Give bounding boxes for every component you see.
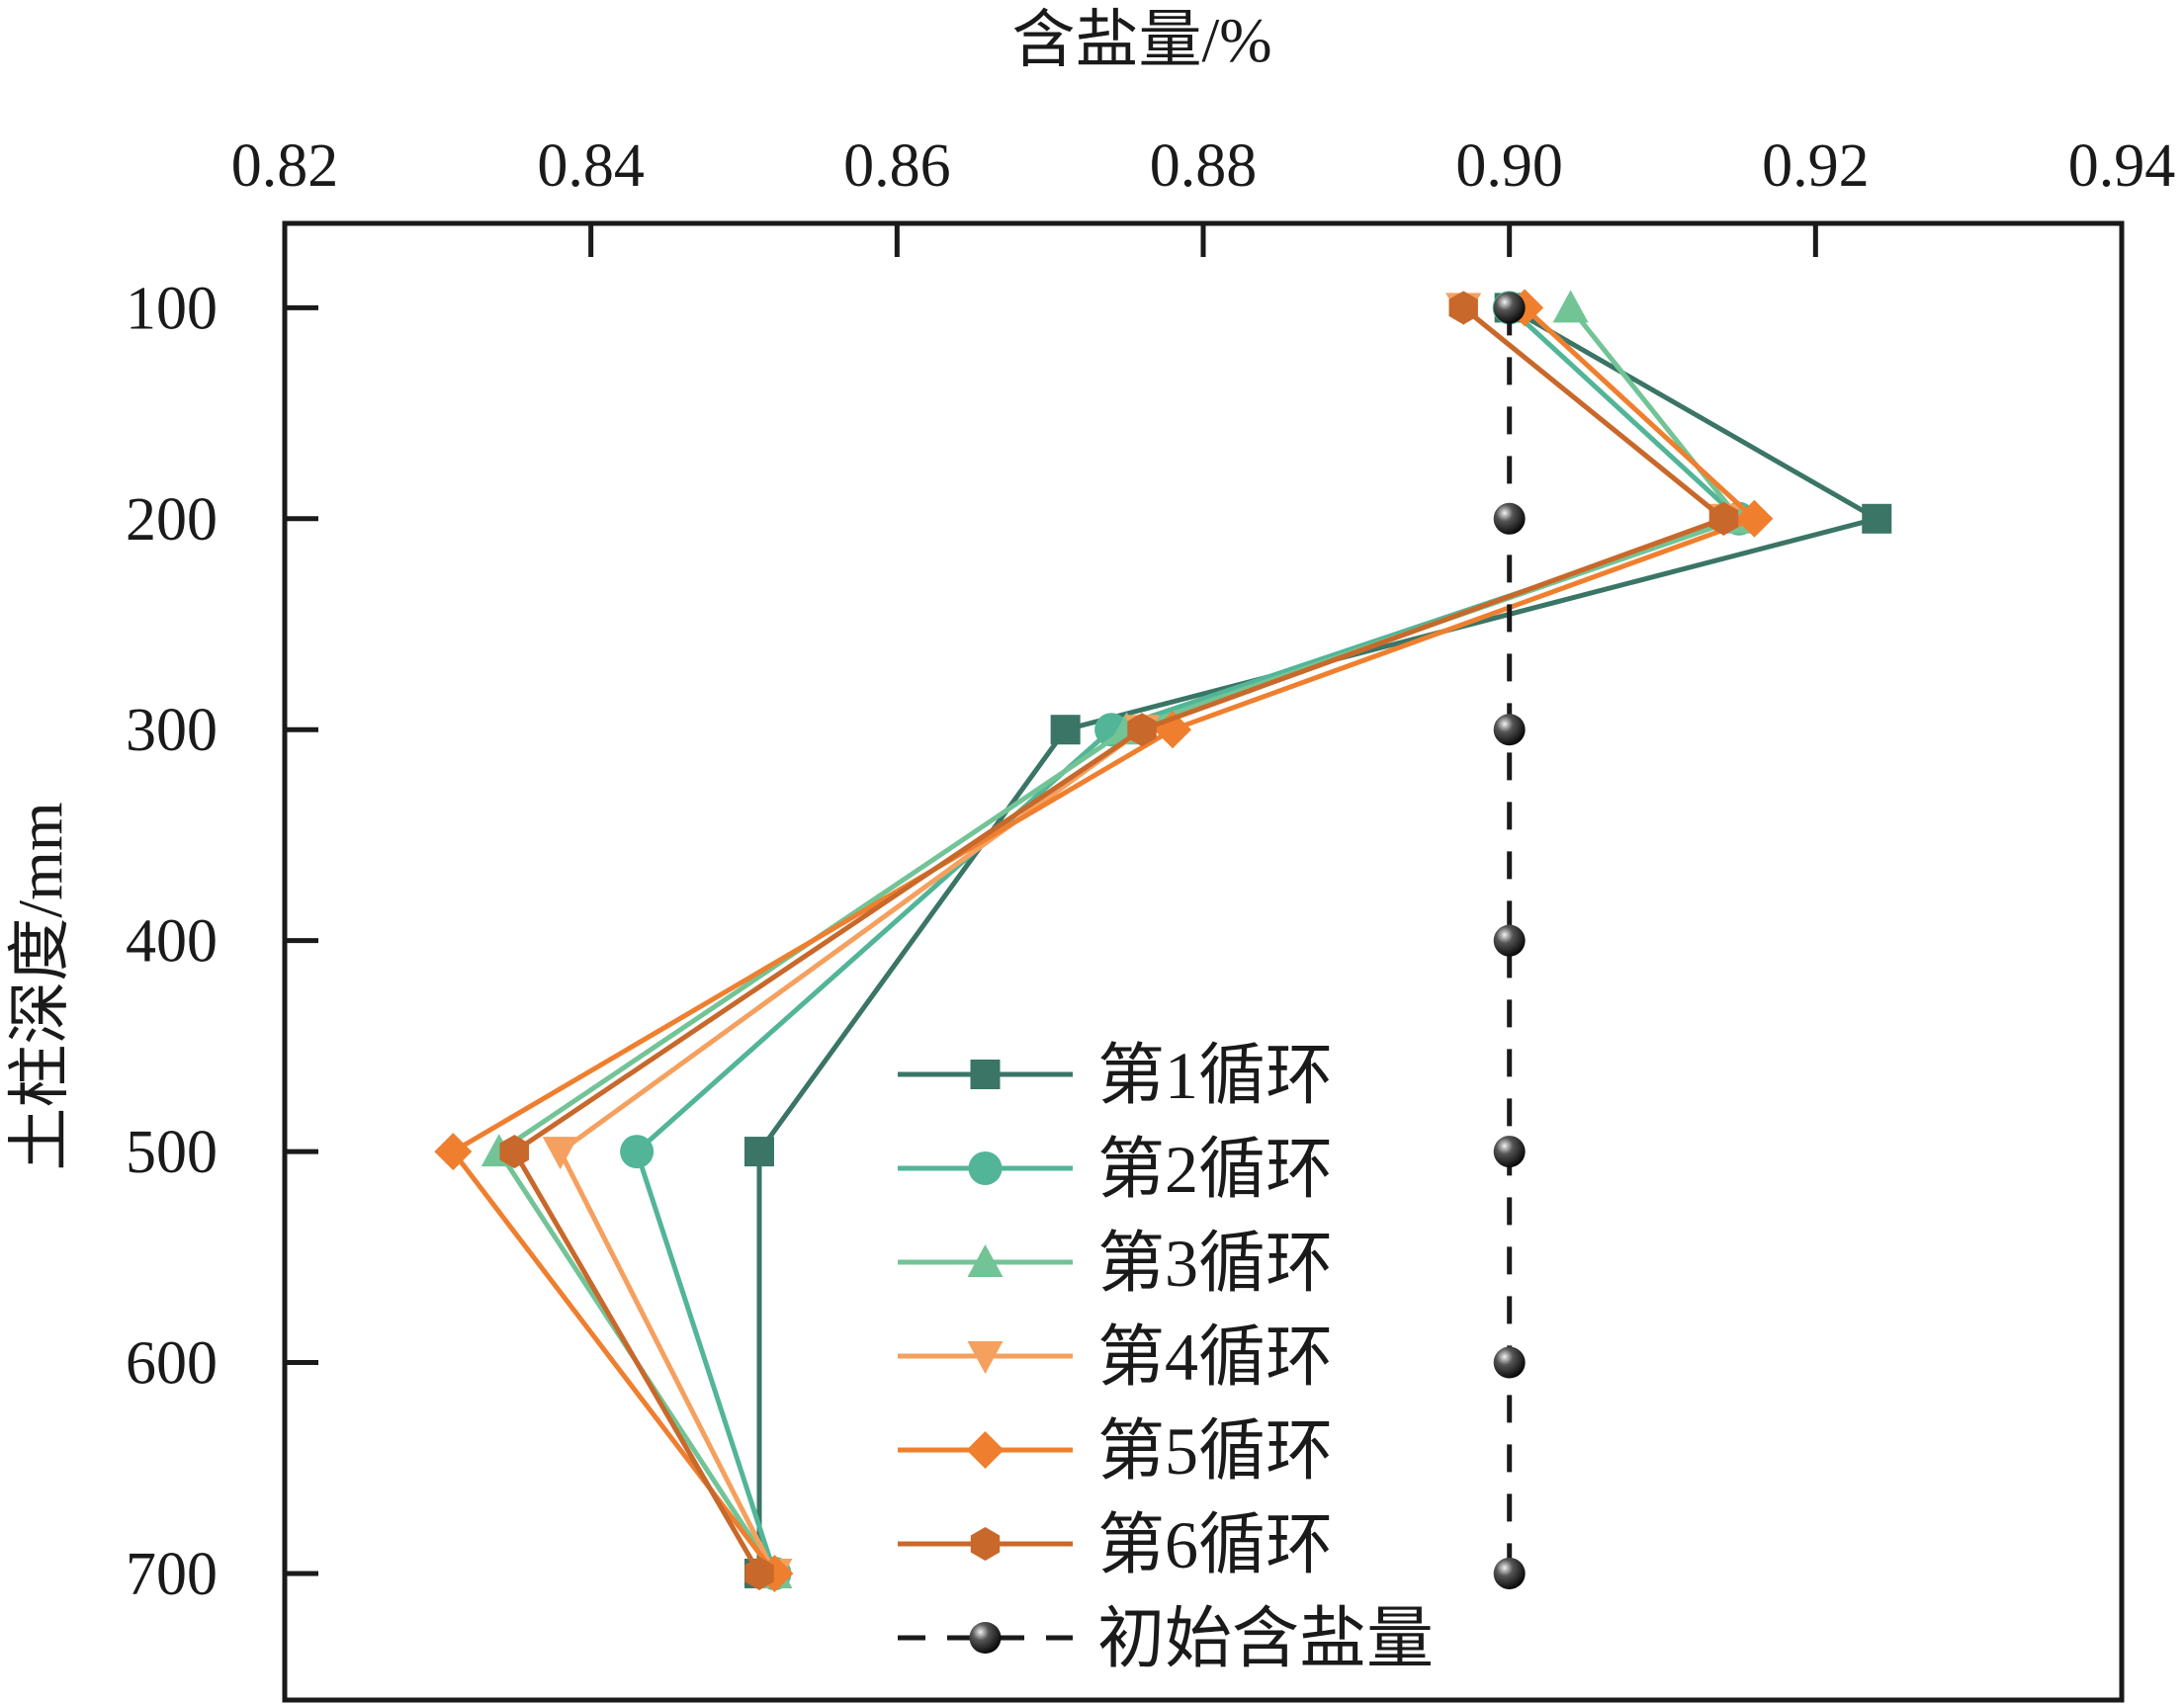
series-5 — [434, 289, 1774, 1592]
x-tick-label: 0.88 — [1150, 132, 1258, 200]
series-layer — [434, 289, 1892, 1592]
data-point — [1448, 291, 1478, 325]
legend-marker — [966, 1431, 1005, 1469]
data-point — [620, 1135, 655, 1169]
x-axis-ticks: 0.82 0.84 0.86 0.88 0.90 0.92 0.94 — [231, 132, 2176, 257]
data-point — [1862, 503, 1892, 534]
series-4 — [542, 293, 1742, 1591]
y-tick-label: 700 — [126, 1541, 218, 1608]
legend-marker — [970, 1060, 1001, 1089]
data-point — [1493, 292, 1526, 324]
y-tick-label: 300 — [126, 697, 218, 764]
data-point — [743, 1137, 774, 1167]
legend-label: 第3循环 — [1097, 1226, 1333, 1301]
data-point — [542, 1137, 578, 1170]
legend-marker — [968, 1151, 1003, 1185]
data-point — [1493, 714, 1526, 746]
legend-label: 第4循环 — [1097, 1320, 1333, 1395]
y-axis-title: 土柱深度/mm — [5, 802, 75, 1170]
x-tick-label: 0.92 — [1762, 132, 1870, 200]
legend-item: 初始含盐量 — [898, 1601, 1434, 1676]
data-point — [1493, 924, 1526, 957]
legend-label: 初始含盐量 — [1097, 1601, 1434, 1676]
y-tick-label: 500 — [126, 1119, 218, 1186]
legend-item: 第4循环 — [898, 1320, 1333, 1395]
x-tick-label: 0.94 — [2068, 132, 2176, 200]
data-point — [1493, 1346, 1526, 1379]
data-point — [499, 1135, 529, 1169]
legend-item: 第2循环 — [898, 1132, 1333, 1207]
x-tick-label: 0.86 — [843, 132, 951, 200]
data-point — [1493, 1136, 1526, 1168]
series-6 — [499, 291, 1739, 1590]
data-point — [1127, 713, 1157, 747]
y-tick-label: 600 — [126, 1330, 218, 1398]
y-tick-label: 200 — [126, 486, 218, 554]
data-point — [744, 1556, 774, 1590]
data-point — [1493, 1557, 1526, 1589]
data-point — [434, 1133, 473, 1171]
legend-marker — [967, 1244, 1004, 1277]
x-tick-label: 0.90 — [1455, 132, 1563, 200]
data-point — [1552, 290, 1589, 323]
x-axis-title: 含盐量/% — [1011, 5, 1271, 75]
data-point — [1493, 502, 1526, 535]
x-tick-label: 0.82 — [231, 132, 339, 200]
legend-item: 第3循环 — [898, 1226, 1333, 1301]
legend-marker — [967, 1341, 1004, 1374]
data-point — [1708, 501, 1739, 536]
legend-item: 第5循环 — [898, 1413, 1333, 1489]
y-axis-ticks: 100 200 300 400 500 600 700 — [126, 275, 318, 1608]
data-point — [1050, 715, 1081, 745]
legend-item: 第1循环 — [898, 1038, 1333, 1113]
series-2 — [620, 291, 1756, 1590]
y-tick-label: 400 — [126, 908, 218, 976]
legend-label: 第5循环 — [1097, 1413, 1333, 1489]
data-point — [1735, 499, 1774, 538]
legend-label: 第6循环 — [1097, 1507, 1333, 1582]
series-7 — [1493, 292, 1526, 1589]
legend-marker — [969, 1622, 1002, 1654]
legend-label: 第1循环 — [1097, 1038, 1333, 1113]
legend-item: 第6循环 — [898, 1507, 1333, 1582]
y-tick-label: 100 — [126, 275, 218, 342]
legend-label: 第2循环 — [1097, 1132, 1333, 1207]
legend-marker — [970, 1527, 1001, 1561]
x-tick-label: 0.84 — [537, 132, 645, 200]
